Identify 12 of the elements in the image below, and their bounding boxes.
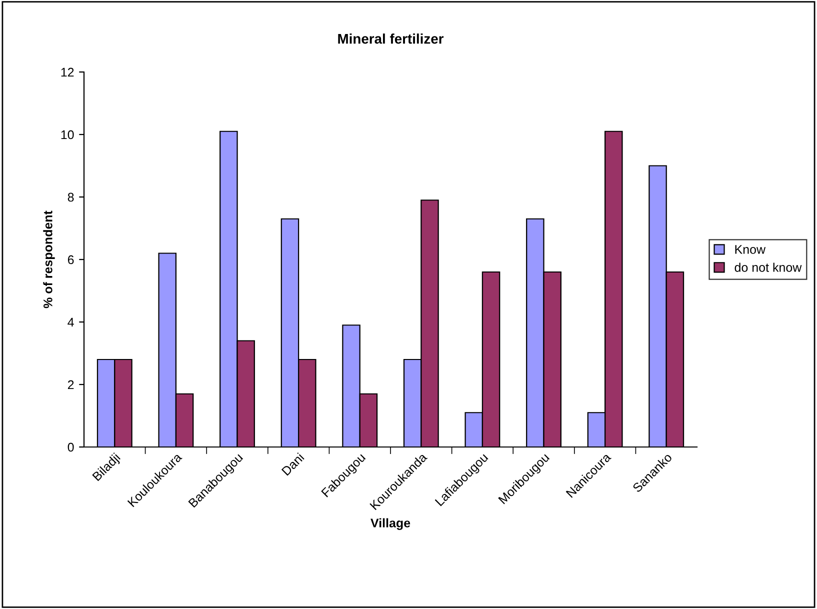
y-tick-label: 2	[68, 380, 74, 390]
y-tick-label: 12	[61, 68, 74, 77]
legend-label: do not know	[734, 262, 802, 272]
chart-title: Mineral fertilizer	[338, 34, 444, 44]
y-tick-label: 0	[68, 442, 74, 452]
y-tick-label: 8	[68, 192, 74, 202]
x-axis-title: Village	[370, 518, 410, 530]
y-tick-label: 4	[68, 318, 74, 327]
y-axis-title: % of respondent	[43, 210, 55, 308]
y-tick-label: 6	[68, 255, 74, 264]
legend-label: Know	[735, 245, 766, 254]
y-tick-label: 10	[61, 130, 74, 140]
